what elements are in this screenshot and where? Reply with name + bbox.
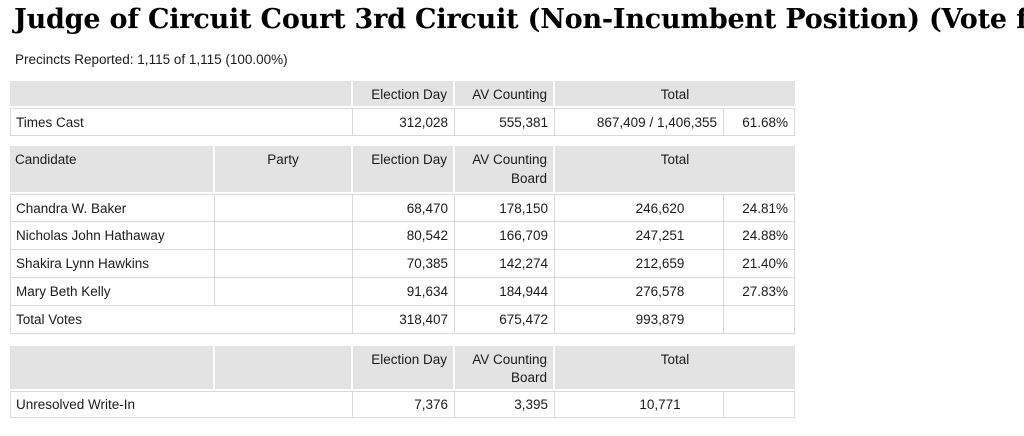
cell-percent: 61.68% <box>724 108 795 136</box>
cell-total: 246,620 <box>555 194 724 222</box>
cell-election-day: 70,385 <box>353 250 455 278</box>
empty-header-cell <box>10 346 215 391</box>
column-header-election-day: Election Day <box>353 81 455 108</box>
cell-av-counting: 555,381 <box>455 108 555 136</box>
cell-av-counting: 675,472 <box>455 306 555 334</box>
column-header-total: Total <box>555 146 795 194</box>
cell-total: 212,659 <box>555 250 724 278</box>
times-cast-table: Election Day AV Counting Total Times Cas… <box>10 81 795 136</box>
empty-header-cell <box>10 81 353 108</box>
cell-election-day: 318,407 <box>353 306 455 334</box>
column-header-party: Party <box>215 146 353 194</box>
column-header-av-counting-board: AV Counting Board <box>455 146 555 194</box>
candidate-row: Chandra W. Baker 68,470 178,150 246,620 … <box>10 194 795 222</box>
row-label: Total Votes <box>10 306 353 334</box>
cell-party <box>215 194 353 222</box>
column-header-av-counting: AV Counting <box>455 81 555 108</box>
precincts-reported: Precincts Reported: 1,115 of 1,115 (100.… <box>15 52 288 67</box>
candidate-row: Mary Beth Kelly 91,634 184,944 276,578 2… <box>10 278 795 306</box>
candidate-name: Nicholas John Hathaway <box>10 222 215 250</box>
cell-election-day: 91,634 <box>353 278 455 306</box>
cell-total: 867,409 / 1,406,355 <box>555 108 724 136</box>
candidate-row: Nicholas John Hathaway 80,542 166,709 24… <box>10 222 795 250</box>
candidate-name: Chandra W. Baker <box>10 194 215 222</box>
table-header-row: Election Day AV Counting Total <box>10 81 795 108</box>
column-header-election-day: Election Day <box>353 346 455 391</box>
cell-party <box>215 222 353 250</box>
writein-table: Election Day AV Counting Board Total Unr… <box>10 346 795 418</box>
cell-party <box>215 250 353 278</box>
row-label: Unresolved Write-In <box>10 391 353 418</box>
cell-election-day: 312,028 <box>353 108 455 136</box>
column-header-candidate: Candidate <box>10 146 215 194</box>
cell-av-counting: 142,274 <box>455 250 555 278</box>
cell-av-counting: 166,709 <box>455 222 555 250</box>
cell-percent: 24.81% <box>724 194 795 222</box>
cell-percent: 21.40% <box>724 250 795 278</box>
candidate-row: Shakira Lynn Hawkins 70,385 142,274 212,… <box>10 250 795 278</box>
cell-total: 247,251 <box>555 222 724 250</box>
cell-av-counting: 3,395 <box>455 391 555 418</box>
cell-av-counting: 178,150 <box>455 194 555 222</box>
cell-total: 993,879 <box>555 306 724 334</box>
table-row: Times Cast 312,028 555,381 867,409 / 1,4… <box>10 108 795 136</box>
cell-election-day: 7,376 <box>353 391 455 418</box>
cell-percent: 24.88% <box>724 222 795 250</box>
column-header-election-day: Election Day <box>353 146 455 194</box>
cell-percent: 27.83% <box>724 278 795 306</box>
cell-total: 276,578 <box>555 278 724 306</box>
table-header-row: Candidate Party Election Day AV Counting… <box>10 146 795 194</box>
column-header-total: Total <box>555 346 795 391</box>
candidate-name: Shakira Lynn Hawkins <box>10 250 215 278</box>
cell-party <box>215 278 353 306</box>
cell-av-counting: 184,944 <box>455 278 555 306</box>
column-header-total: Total <box>555 81 795 108</box>
cell-total: 10,771 <box>555 391 724 418</box>
cell-election-day: 68,470 <box>353 194 455 222</box>
cell-percent <box>724 391 795 418</box>
row-label: Times Cast <box>10 108 353 136</box>
cell-percent <box>724 306 795 334</box>
table-row: Unresolved Write-In 7,376 3,395 10,771 <box>10 391 795 418</box>
column-header-av-counting-board: AV Counting Board <box>455 346 555 391</box>
empty-header-cell <box>215 346 353 391</box>
page-title: Judge of Circuit Court 3rd Circuit (Non-… <box>14 4 1024 35</box>
table-header-row: Election Day AV Counting Board Total <box>10 346 795 391</box>
candidates-table: Candidate Party Election Day AV Counting… <box>10 146 795 334</box>
total-votes-row: Total Votes 318,407 675,472 993,879 <box>10 306 795 334</box>
cell-election-day: 80,542 <box>353 222 455 250</box>
candidate-name: Mary Beth Kelly <box>10 278 215 306</box>
